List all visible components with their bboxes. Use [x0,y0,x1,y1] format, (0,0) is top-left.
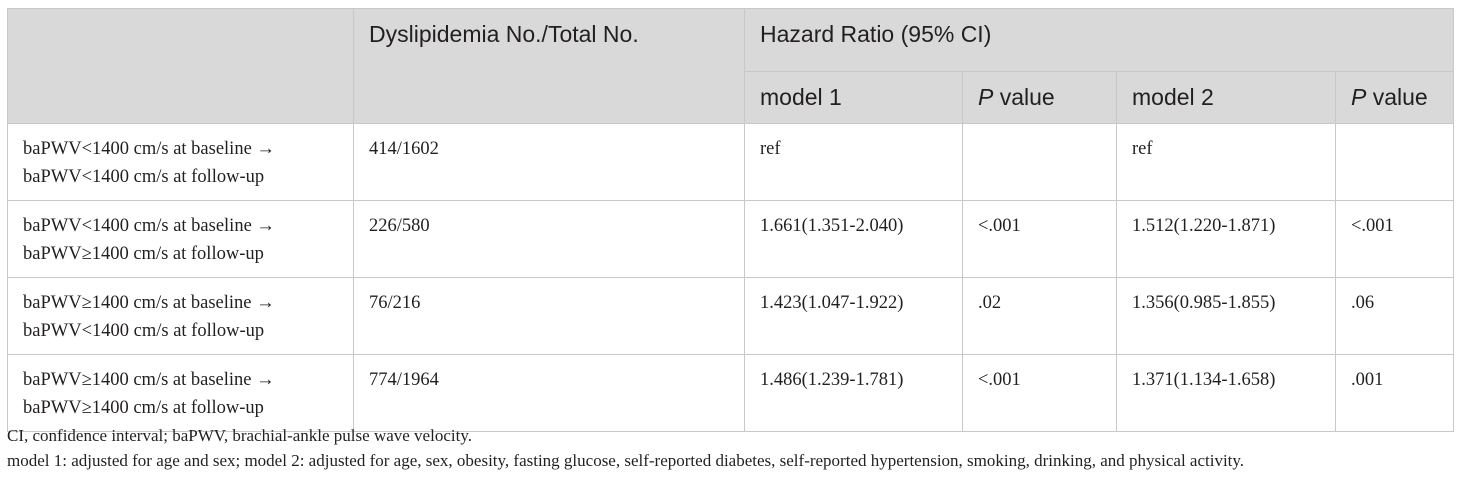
table-row: baPWV<1400 cm/s at baseline → baPWV<1400 … [7,123,1455,201]
model1-p-cell: <.001 [962,354,1117,432]
p-italic: P [1351,84,1367,110]
row-label-line1: baPWV<1400 cm/s at baseline → [23,139,275,159]
dyslipidemia-count-cell: 414/1602 [353,123,745,201]
row-label: baPWV<1400 cm/s at baseline → baPWV<1400 … [7,123,354,201]
row-label: baPWV≥1400 cm/s at baseline → baPWV<1400 … [7,277,354,355]
row-label-line1: baPWV<1400 cm/s at baseline → [23,216,275,236]
model1-hr-cell: 1.486(1.239-1.781) [744,354,963,432]
header-p-value-1: P value [962,71,1117,124]
dyslipidemia-count-cell: 774/1964 [353,354,745,432]
model1-p-cell: .02 [962,277,1117,355]
row-label: baPWV<1400 cm/s at baseline → baPWV≥1400 … [7,200,354,278]
model2-hr-cell: 1.371(1.134-1.658) [1116,354,1336,432]
model1-p-cell: <.001 [962,200,1117,278]
model1-hr-cell: ref [744,123,963,201]
dyslipidemia-count-cell: 226/580 [353,200,745,278]
header-dyslipidemia-count: Dyslipidemia No./Total No. [353,8,745,124]
row-label-line1: baPWV≥1400 cm/s at baseline → [23,293,275,313]
model1-p-cell [962,123,1117,201]
model2-hr-cell: 1.356(0.985-1.855) [1116,277,1336,355]
p-italic: P [978,84,994,110]
row-label-line2: baPWV<1400 cm/s at follow-up [23,167,265,187]
header-p-value-2: P value [1334,71,1455,124]
table-row: baPWV≥1400 cm/s at baseline → baPWV<1400 … [7,277,1455,355]
model2-hr-cell: ref [1116,123,1336,201]
model2-p-cell: .06 [1334,277,1455,355]
hazard-ratio-table-container: Dyslipidemia No./Total No. Hazard Ratio … [7,8,1455,432]
model2-p-cell: <.001 [1334,200,1455,278]
model1-hr-cell: 1.661(1.351-2.040) [744,200,963,278]
row-label-line2: baPWV<1400 cm/s at follow-up [23,321,265,341]
footnote-abbreviations: CI, confidence interval; baPWV, brachial… [7,426,472,445]
header-model-2: model 2 [1116,71,1336,124]
p-value-suffix: value [993,84,1055,110]
footnote-models: model 1: adjusted for age and sex; model… [7,451,1245,470]
model2-hr-cell: 1.512(1.220-1.871) [1116,200,1336,278]
p-value-suffix: value [1366,84,1428,110]
header-row-2: model 1 P value model 2 P value [8,71,1455,124]
hazard-ratio-table: Dyslipidemia No./Total No. Hazard Ratio … [7,8,1455,432]
model1-hr-cell: 1.423(1.047-1.922) [744,277,963,355]
model2-p-cell: .001 [1334,354,1455,432]
row-label: baPWV≥1400 cm/s at baseline → baPWV≥1400 … [7,354,354,432]
header-hazard-ratio-group: Hazard Ratio (95% CI) [743,8,1455,72]
table-row: baPWV<1400 cm/s at baseline → baPWV≥1400 … [7,200,1455,278]
header-empty-cell [7,8,354,124]
model2-p-cell [1334,123,1455,201]
row-label-line2: baPWV≥1400 cm/s at follow-up [23,244,264,264]
table-row: baPWV≥1400 cm/s at baseline → baPWV≥1400 … [7,354,1455,432]
table-footnotes: CI, confidence interval; baPWV, brachial… [7,423,1244,473]
row-label-line2: baPWV≥1400 cm/s at follow-up [23,398,264,418]
row-label-line1: baPWV≥1400 cm/s at baseline → [23,370,275,390]
header-row-1: Dyslipidemia No./Total No. Hazard Ratio … [7,8,1455,124]
dyslipidemia-count-cell: 76/216 [353,277,745,355]
header-model-1: model 1 [744,71,963,124]
